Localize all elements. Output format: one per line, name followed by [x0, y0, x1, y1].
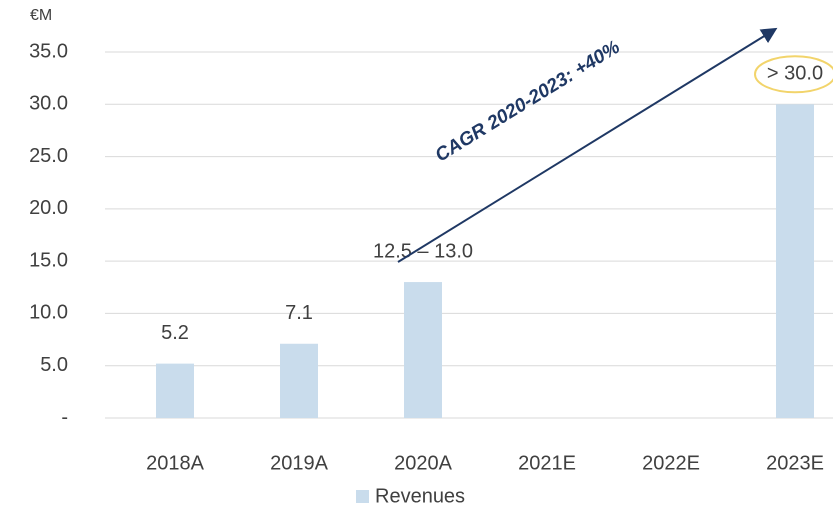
bar	[776, 104, 814, 419]
y-tick-label: 30.0	[29, 93, 68, 115]
value-label: 12.5 – 13.0	[373, 240, 473, 262]
label-highlight	[754, 55, 833, 94]
arrow	[397, 27, 778, 263]
x-tick-label: 2023E	[766, 452, 824, 474]
x-tick-label: 2019A	[270, 452, 328, 474]
x-tick-label: 2020A	[394, 452, 452, 474]
y-tick-label: 20.0	[29, 197, 68, 219]
bar	[280, 343, 318, 418]
x-tick-label: 2018A	[146, 452, 204, 474]
y-tick-label: 25.0	[29, 145, 68, 167]
value-label: 5.2	[161, 322, 189, 344]
y-tick-label: 15.0	[29, 249, 68, 271]
bar	[156, 363, 194, 418]
bar	[404, 282, 442, 418]
annotation: CAGR 2020-2023: +40%	[432, 37, 624, 167]
value-label: > 30.0	[767, 63, 823, 85]
x-tick-label: 2021E	[518, 452, 576, 474]
legend-label: Revenues	[375, 485, 465, 507]
value-label: 7.1	[285, 302, 313, 324]
y-tick-label: -	[61, 406, 68, 428]
y-axis-label: €M	[30, 7, 52, 24]
legend-swatch	[356, 490, 369, 503]
y-tick-label: 5.0	[40, 354, 68, 376]
y-tick-label: 10.0	[29, 302, 68, 324]
x-tick-label: 2022E	[642, 452, 700, 474]
y-tick-label: 35.0	[29, 40, 68, 62]
